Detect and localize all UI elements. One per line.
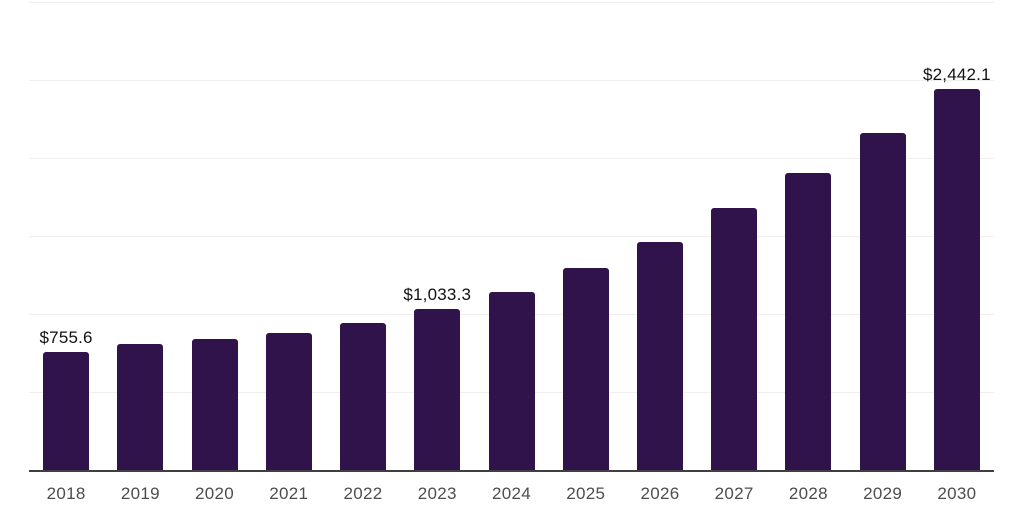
gridline xyxy=(29,236,994,237)
bar-2027 xyxy=(711,208,758,470)
x-tick-label-2022: 2022 xyxy=(343,484,383,503)
bar-2020 xyxy=(191,339,238,470)
bar-2019 xyxy=(117,344,164,470)
x-axis-line xyxy=(29,470,994,472)
bar-2024 xyxy=(488,292,535,470)
bar-2022 xyxy=(340,323,387,470)
x-tick-label-2028: 2028 xyxy=(788,484,828,503)
bar-value-label-2023: $1,033.3 xyxy=(403,284,472,304)
bar-2025 xyxy=(562,268,609,470)
bar-2021 xyxy=(265,333,312,470)
bar-2023 xyxy=(414,308,461,470)
x-tick-label-2027: 2027 xyxy=(714,484,754,503)
x-tick-label-2030: 2030 xyxy=(937,484,977,503)
gridline xyxy=(29,2,994,3)
plot-area: $755.6 $1,033.3 $2,442.1 xyxy=(29,2,994,472)
bar-2030 xyxy=(933,89,980,470)
bar-2026 xyxy=(636,241,683,470)
bar-value-label-2030: $2,442.1 xyxy=(922,65,991,85)
x-tick-label-2025: 2025 xyxy=(566,484,606,503)
x-tick-label-2024: 2024 xyxy=(491,484,532,503)
bar-2029 xyxy=(859,132,906,470)
x-tick-label-2019: 2019 xyxy=(120,484,160,503)
x-tick-label-2023: 2023 xyxy=(417,484,457,503)
gridline xyxy=(29,80,994,81)
x-tick-label-2018: 2018 xyxy=(46,484,86,503)
x-tick-label-2021: 2021 xyxy=(269,484,309,503)
gridline xyxy=(29,158,994,159)
x-tick-label-2026: 2026 xyxy=(640,484,680,503)
x-tick-label-2020: 2020 xyxy=(195,484,235,503)
bar-value-label-2018: $755.6 xyxy=(39,328,93,348)
bar-2018 xyxy=(43,352,90,470)
bar-2028 xyxy=(785,172,832,470)
x-tick-label-2029: 2029 xyxy=(863,484,903,503)
x-axis-labels: 2018 2019 2020 2021 2022 2023 2024 2025 2026 2027… xyxy=(29,485,994,505)
